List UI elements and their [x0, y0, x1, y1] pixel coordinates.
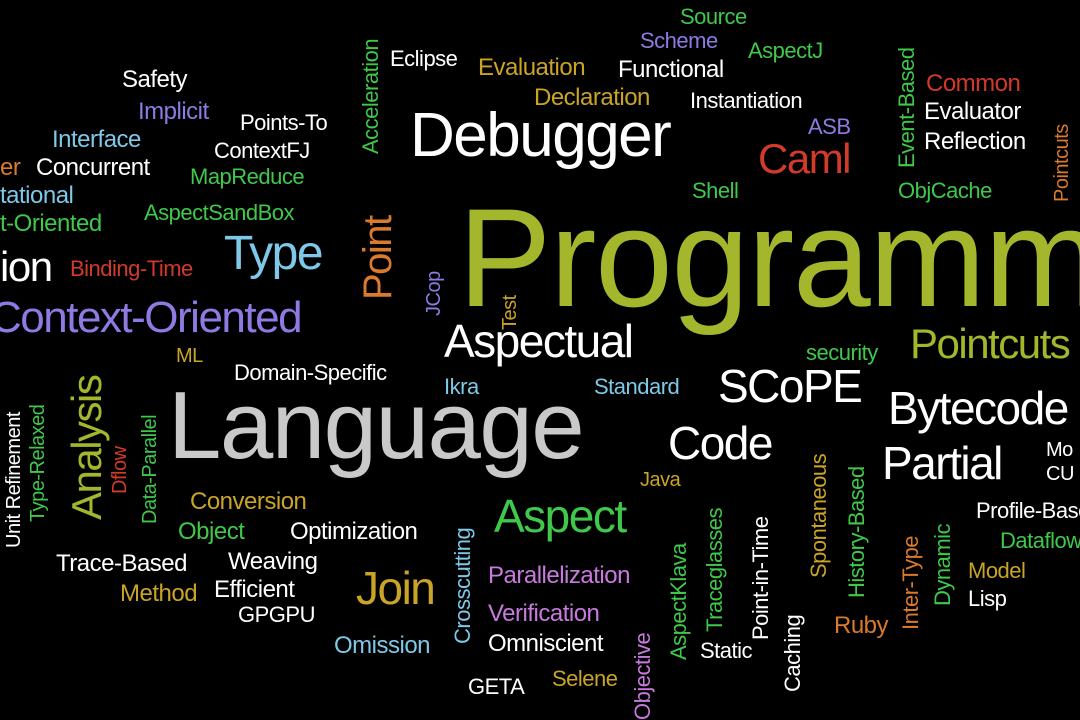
cloud-word: Objective — [630, 632, 655, 720]
cloud-word: Point-in-Time — [748, 516, 773, 641]
cloud-word: Dynamic — [930, 523, 955, 606]
cloud-word: Data-Parallel — [139, 414, 161, 524]
cloud-word: er — [0, 154, 21, 181]
cloud-word: ion — [0, 243, 53, 290]
cloud-word: t-Oriented — [0, 210, 102, 237]
cloud-word: Object — [178, 518, 245, 545]
cloud-word: Mo — [1046, 439, 1073, 461]
cloud-word: Aspectual — [444, 315, 634, 367]
cloud-word: Profile-Based — [976, 498, 1080, 523]
cloud-word: ASB — [808, 114, 851, 139]
cloud-word: Source — [680, 4, 747, 29]
cloud-word: Pointcuts — [910, 320, 1071, 367]
cloud-word: Ruby — [834, 612, 889, 639]
cloud-word: Common — [926, 70, 1021, 97]
cloud-word: Interface — [52, 126, 141, 153]
cloud-word: ContextFJ — [214, 138, 310, 163]
cloud-word: Java — [640, 469, 681, 491]
cloud-word: Binding-Time — [70, 256, 193, 281]
cloud-word: AspectJ — [748, 38, 823, 63]
cloud-word: Omniscient — [488, 630, 604, 657]
cloud-word: Spontaneous — [806, 453, 831, 578]
cloud-word: Instantiation — [690, 88, 803, 113]
cloud-word: Points-To — [240, 110, 328, 135]
cloud-word: Efficient — [214, 576, 295, 603]
cloud-word: Conversion — [190, 488, 307, 515]
cloud-word: Functional — [618, 56, 724, 83]
cloud-word: SCoPE — [718, 360, 863, 412]
cloud-word: Unit Refinement — [3, 412, 25, 548]
cloud-word: Optimization — [290, 518, 418, 545]
cloud-word: Domain-Specific — [234, 360, 387, 385]
cloud-word: ObjCache — [898, 178, 992, 203]
cloud-word: Trace-Based — [56, 550, 188, 577]
cloud-word: Selene — [552, 666, 618, 691]
cloud-word: JCop — [423, 271, 445, 316]
cloud-word: Method — [120, 580, 198, 607]
cloud-word: Dflow — [109, 446, 131, 494]
cloud-word: Dataflow — [1000, 528, 1080, 553]
cloud-word: Static — [700, 638, 753, 663]
cloud-word: Caching — [780, 614, 805, 692]
cloud-word: Context-Oriented — [0, 293, 303, 342]
cloud-word: Parallelization — [488, 562, 630, 589]
cloud-word: Join — [356, 562, 436, 614]
cloud-word: Aspect — [494, 490, 627, 542]
cloud-word: ML — [176, 345, 203, 367]
cloud-word: Traceglasses — [702, 507, 727, 632]
cloud-word: Shell — [692, 178, 739, 203]
cloud-word: Concurrent — [36, 154, 150, 181]
cloud-word: Verification — [488, 600, 600, 627]
cloud-word: Pointcuts — [1051, 124, 1073, 202]
cloud-word: Type — [224, 227, 324, 280]
cloud-word: Code — [668, 417, 773, 469]
cloud-word: Inter-Type — [898, 535, 923, 630]
cloud-word: Reflection — [924, 128, 1026, 155]
cloud-word: GPGPU — [238, 602, 315, 627]
cloud-word: Weaving — [228, 548, 318, 575]
cloud-word: History-Based — [844, 466, 869, 598]
cloud-word: Type-Relaxed — [27, 404, 49, 522]
cloud-word: Ikra — [444, 374, 479, 399]
cloud-word: Language — [168, 372, 585, 479]
cloud-word: Declaration — [534, 84, 650, 111]
cloud-word: Test — [499, 295, 521, 330]
cloud-word: Crosscutting — [450, 527, 475, 644]
cloud-word: AspectKlava — [666, 543, 691, 660]
cloud-word: Lisp — [968, 586, 1007, 611]
cloud-word: MapReduce — [190, 164, 305, 189]
cloud-word: Scheme — [640, 28, 718, 53]
cloud-word: Evaluation — [478, 54, 586, 81]
cloud-word: Point — [356, 216, 400, 300]
cloud-word: Programming — [458, 179, 1080, 336]
cloud-word: Partial — [882, 437, 1003, 489]
cloud-word: Eclipse — [390, 46, 458, 71]
cloud-word: Bytecode — [888, 382, 1069, 434]
cloud-word: Implicit — [138, 98, 209, 125]
cloud-word: Safety — [122, 66, 188, 93]
cloud-word: GETA — [468, 674, 525, 699]
cloud-word: Debugger — [410, 101, 672, 170]
cloud-word: CU — [1046, 463, 1074, 485]
cloud-word: Model — [968, 558, 1026, 583]
cloud-word: security — [806, 340, 878, 365]
cloud-word: Standard — [594, 374, 680, 399]
cloud-word: Analysis — [63, 375, 110, 520]
cloud-word: AspectSandBox — [144, 200, 295, 225]
cloud-word: Omission — [334, 632, 431, 659]
cloud-word: Event-Based — [894, 47, 919, 168]
cloud-word: tational — [0, 182, 74, 209]
cloud-word: Evaluator — [924, 98, 1021, 125]
cloud-word: Acceleration — [358, 38, 383, 154]
cloud-word: Caml — [758, 135, 852, 182]
